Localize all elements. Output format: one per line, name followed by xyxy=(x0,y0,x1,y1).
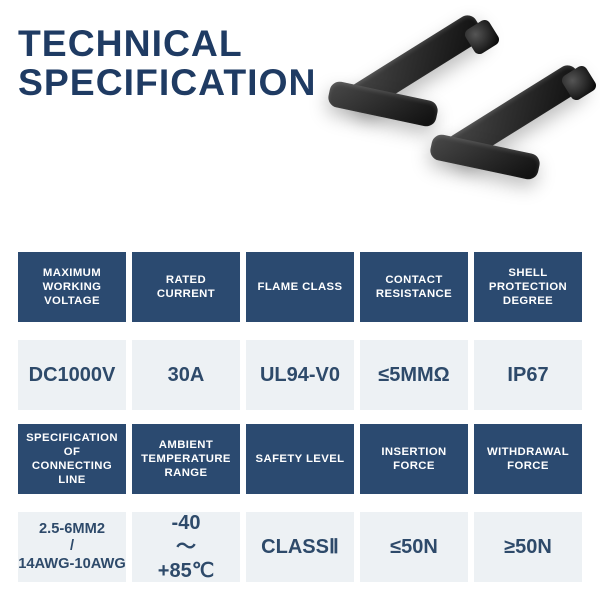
spec-value: DC1000V xyxy=(18,340,126,410)
spec-sheet: TECHNICAL SPECIFICATION MAXIMUM WORKING … xyxy=(0,0,600,600)
spec-grid-values-1: DC1000V30AUL94-V0≤5MMΩIP67 xyxy=(18,340,582,410)
spec-value: -40 〜 +85℃ xyxy=(132,512,240,582)
spec-header: FLAME CLASS xyxy=(246,252,354,322)
spec-grid-headers-1: MAXIMUM WORKING VOLTAGERATED CURRENTFLAM… xyxy=(18,252,582,322)
spec-header: AMBIENT TEMPERATURE RANGE xyxy=(132,424,240,494)
spec-header: INSERTION FORCE xyxy=(360,424,468,494)
spec-value: 2.5-6MM2 / 14AWG-10AWG xyxy=(18,512,126,582)
spec-header: SHELL PROTECTION DEGREE xyxy=(474,252,582,322)
spec-value: ≥50N xyxy=(474,512,582,582)
spec-header: CONTACT RESISTANCE xyxy=(360,252,468,322)
title-block: TECHNICAL SPECIFICATION xyxy=(18,24,317,102)
title-line-2: SPECIFICATION xyxy=(18,63,317,102)
connector-illustration xyxy=(320,29,580,219)
spec-value: 30A xyxy=(132,340,240,410)
spec-grid-headers-2: SPECIFICATION OF CONNECTING LINEAMBIENT … xyxy=(18,424,582,494)
spec-header: SAFETY LEVEL xyxy=(246,424,354,494)
spec-value: ≤50N xyxy=(360,512,468,582)
title-line-1: TECHNICAL xyxy=(18,24,317,63)
spec-value: CLASSⅡ xyxy=(246,512,354,582)
hero-section: TECHNICAL SPECIFICATION xyxy=(18,24,582,234)
spec-value: IP67 xyxy=(474,340,582,410)
spec-header: SPECIFICATION OF CONNECTING LINE xyxy=(18,424,126,494)
spec-value: ≤5MMΩ xyxy=(360,340,468,410)
spec-header: RATED CURRENT xyxy=(132,252,240,322)
spec-header: MAXIMUM WORKING VOLTAGE xyxy=(18,252,126,322)
spec-value: UL94-V0 xyxy=(246,340,354,410)
spec-header: WITHDRAWAL FORCE xyxy=(474,424,582,494)
spec-grid-values-2: 2.5-6MM2 / 14AWG-10AWG-40 〜 +85℃CLASSⅡ≤5… xyxy=(18,512,582,582)
product-image xyxy=(317,24,582,224)
